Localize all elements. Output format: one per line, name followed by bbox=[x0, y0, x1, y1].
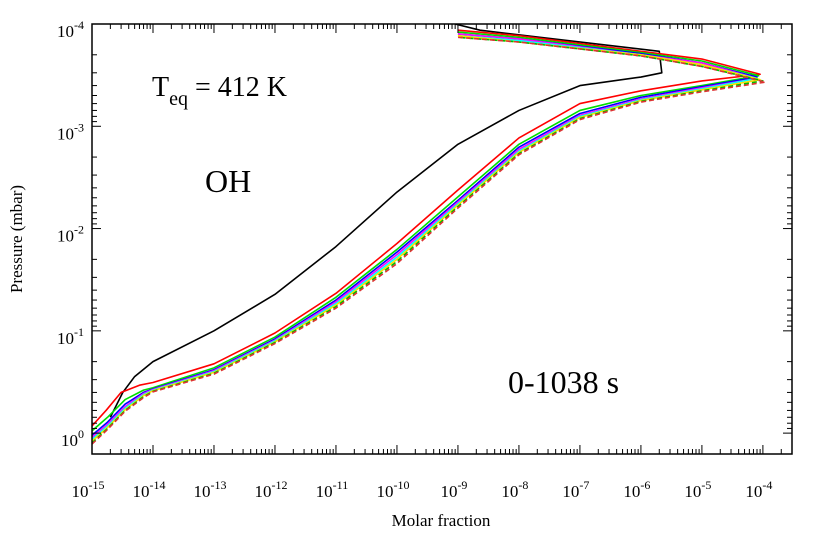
y-tick-label: 10-4 bbox=[57, 18, 84, 41]
series-line-9 bbox=[92, 36, 767, 445]
x-axis-title: Molar fraction bbox=[392, 511, 491, 530]
y-tick-label: 100 bbox=[61, 427, 84, 450]
x-tick-label: 10-9 bbox=[440, 478, 467, 501]
series-line-8 bbox=[92, 36, 764, 444]
series-line-5 bbox=[92, 33, 758, 438]
x-tick-label: 10-7 bbox=[562, 478, 589, 501]
teq-value: = 412 K bbox=[188, 72, 287, 103]
teq-subscript: eq bbox=[169, 88, 188, 110]
x-tick-label: 10-13 bbox=[193, 478, 226, 501]
x-tick-label: 10-10 bbox=[376, 478, 409, 501]
x-tick-label: 10-4 bbox=[745, 478, 772, 501]
teq-symbol: T bbox=[152, 72, 169, 103]
y-axis-title: Pressure (mbar) bbox=[7, 185, 26, 293]
x-tick-label: 10-12 bbox=[254, 478, 287, 501]
time-range-label: 0-1038 s bbox=[508, 364, 619, 400]
series-line-7 bbox=[92, 34, 761, 442]
x-tick-label: 10-15 bbox=[72, 478, 105, 501]
x-tick-label: 10-5 bbox=[684, 478, 711, 501]
series-line-3 bbox=[92, 31, 760, 432]
series-layer bbox=[92, 24, 767, 445]
y-tick-labels: 10-4 10-3 10-2 10-1 100 bbox=[57, 18, 84, 450]
teq-annotation: Teq = 412 K bbox=[152, 72, 287, 110]
x-tick-label: 10-11 bbox=[316, 478, 349, 501]
x-tick-label: 10-8 bbox=[501, 478, 528, 501]
x-tick-labels: 10-15 10-14 10-13 10-12 10-11 10-10 10-9 10-8 10… bbox=[72, 478, 773, 501]
y-tick-label: 10-1 bbox=[57, 325, 84, 348]
series-line-2 bbox=[92, 29, 761, 427]
species-label: OH bbox=[205, 163, 251, 199]
y-tick-label: 10-3 bbox=[57, 120, 84, 143]
ticks-layer bbox=[91, 23, 793, 454]
plot-frame bbox=[91, 23, 793, 455]
y-tick-label: 10-2 bbox=[57, 223, 84, 246]
x-tick-label: 10-14 bbox=[132, 478, 165, 501]
series-line-1 bbox=[109, 24, 663, 418]
x-tick-label: 10-6 bbox=[623, 478, 650, 501]
